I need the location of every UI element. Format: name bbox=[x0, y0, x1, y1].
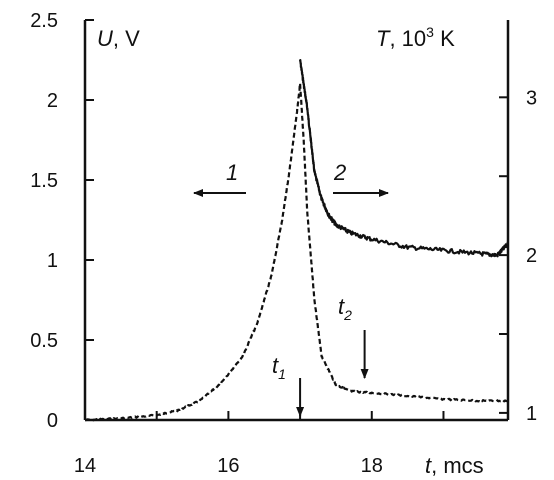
y-left-tick-label: 0 bbox=[47, 410, 58, 432]
series-1-line bbox=[85, 82, 509, 422]
annotations bbox=[193, 189, 389, 417]
x-tick-label: 16 bbox=[217, 455, 239, 477]
axis-labels: U, V T, 103 K t, mcs 1 2 t1 t2 bbox=[97, 24, 484, 478]
y-left-tick-label: 2.5 bbox=[30, 10, 58, 32]
y-left-tick-label: 2 bbox=[47, 90, 58, 112]
y-right-tick-label: 2 bbox=[526, 245, 537, 267]
series bbox=[85, 59, 510, 422]
axes bbox=[83, 20, 510, 422]
ticks: 0 0.5 1 1.5 2 2.5 1 2 3 14 16 18 bbox=[30, 10, 537, 477]
curve-2-label: 2 bbox=[333, 160, 346, 185]
y-left-tick-label: 1.5 bbox=[30, 170, 58, 192]
x-tick-label: 14 bbox=[74, 455, 96, 477]
x-tick-label: 18 bbox=[361, 455, 383, 477]
t1-label: t1 bbox=[272, 353, 286, 382]
y-left-tick-label: 0.5 bbox=[30, 330, 58, 352]
y-right-tick-label: 1 bbox=[526, 403, 537, 425]
t2-label: t2 bbox=[338, 294, 352, 323]
series-2-line bbox=[299, 59, 510, 258]
y-right-tick-label: 3 bbox=[526, 87, 537, 109]
curve-1-label: 1 bbox=[226, 160, 238, 185]
y-left-label: U, V bbox=[97, 26, 140, 51]
y-right-label: T, 103 K bbox=[376, 24, 455, 51]
x-axis-label: t, mcs bbox=[425, 453, 484, 478]
y-left-tick-label: 1 bbox=[47, 250, 58, 272]
